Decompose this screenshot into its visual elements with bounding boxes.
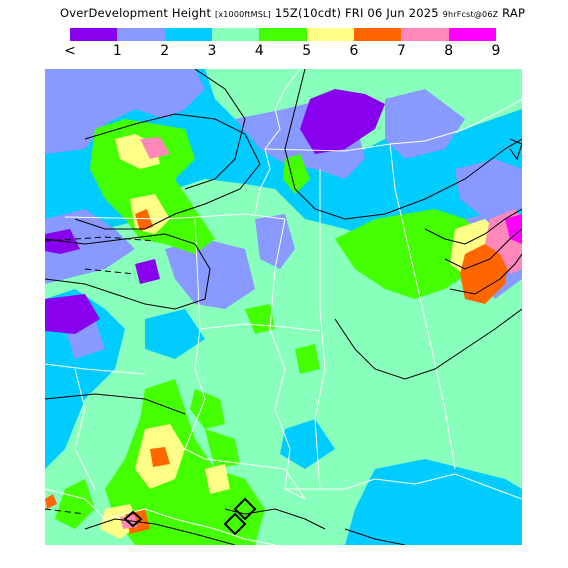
title-date: FRI 06 Jun 2025 <box>344 6 439 20</box>
dashed-wind-lines <box>45 236 156 515</box>
legend-label-3: 3 <box>207 43 217 59</box>
overdevelopment-height-map <box>45 69 522 545</box>
legend-label-0: < <box>64 43 76 59</box>
contour-lines <box>45 69 522 545</box>
map-title: OverDevelopment Height [x1000ftMSL] 15Z(… <box>60 6 525 20</box>
legend-swatch-2 <box>164 28 212 41</box>
color-legend-bar <box>70 28 496 41</box>
legend-swatch-8 <box>448 28 496 41</box>
legend-swatch-1 <box>117 28 165 41</box>
legend-swatch-5 <box>306 28 354 41</box>
legend-swatch-3 <box>211 28 260 41</box>
title-units: [x1000ftMSL] <box>215 10 272 19</box>
legend-label-2: 2 <box>160 43 170 59</box>
title-model: RAP <box>502 6 526 20</box>
legend-swatch-6 <box>353 28 402 41</box>
legend-swatch-0 <box>70 28 118 41</box>
field-level-below-1 <box>45 89 385 334</box>
field-level-4 <box>55 119 485 545</box>
legend-swatch-7 <box>401 28 449 41</box>
legend-label-4: 4 <box>254 43 264 59</box>
legend-label-8: 8 <box>444 43 454 59</box>
legend-label-5: 5 <box>302 43 312 59</box>
map-header: OverDevelopment Height [x1000ftMSL] 15Z(… <box>0 4 568 20</box>
state-boundaries <box>45 69 522 545</box>
field-level-8 <box>505 214 522 244</box>
legend-label-9: 9 <box>491 43 501 59</box>
color-legend-labels: <1 2 3 4 5 6 7 8 9 <box>0 43 568 61</box>
legend-label-6: 6 <box>349 43 359 59</box>
title-time: 15Z(10cdt) <box>274 6 342 20</box>
legend-swatch-4 <box>259 28 307 41</box>
marker-diamonds <box>123 497 257 536</box>
field-level-6 <box>45 209 510 534</box>
legend-label-1: 1 <box>112 43 122 59</box>
legend-label-7: 7 <box>396 43 406 59</box>
title-forecast: 9hrFcst@06Z <box>442 10 499 19</box>
title-main: OverDevelopment Height <box>60 6 212 20</box>
